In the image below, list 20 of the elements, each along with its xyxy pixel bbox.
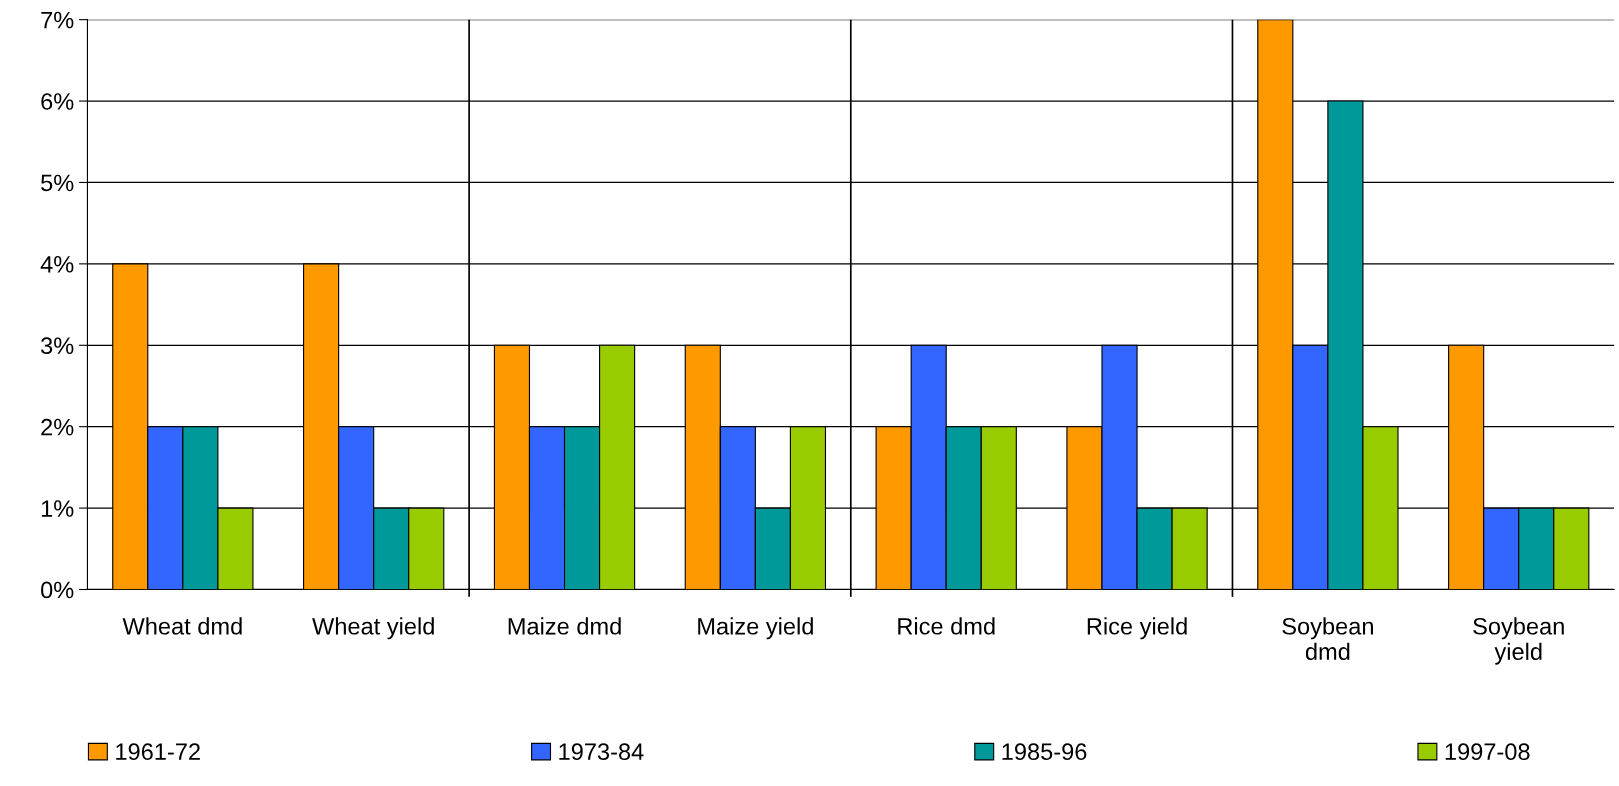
x-tick-label: Rice dmd — [898, 617, 995, 635]
y-tick-label: 7% — [41, 11, 74, 29]
x-tick-label: Wheat yield — [312, 617, 434, 640]
x-tick-label: Maize dmd — [508, 617, 621, 635]
legend-label: 1961-72 — [116, 743, 200, 761]
y-tick-label: 1% — [41, 500, 74, 517]
x-tick-label: Rice yield — [1087, 617, 1187, 640]
legend-label: 1985-96 — [1002, 743, 1087, 761]
y-tick-label: 3% — [41, 337, 74, 355]
y-tick-label: 4% — [40, 256, 74, 273]
x-tick-label: Soybean yield — [1473, 617, 1564, 665]
legend-label: 1973-84 — [559, 743, 644, 761]
y-tick-label: 2% — [41, 418, 74, 436]
legend-label: 1997-08 — [1445, 743, 1530, 761]
x-tick-label: Soybean dmd — [1282, 617, 1373, 661]
y-tick-label: 0% — [41, 581, 74, 599]
x-tick-label: Wheat dmd — [122, 617, 242, 635]
y-tick-label: 5% — [41, 174, 74, 192]
x-tick-label: Maize yield — [698, 617, 813, 640]
y-tick-label: 6% — [41, 93, 74, 110]
